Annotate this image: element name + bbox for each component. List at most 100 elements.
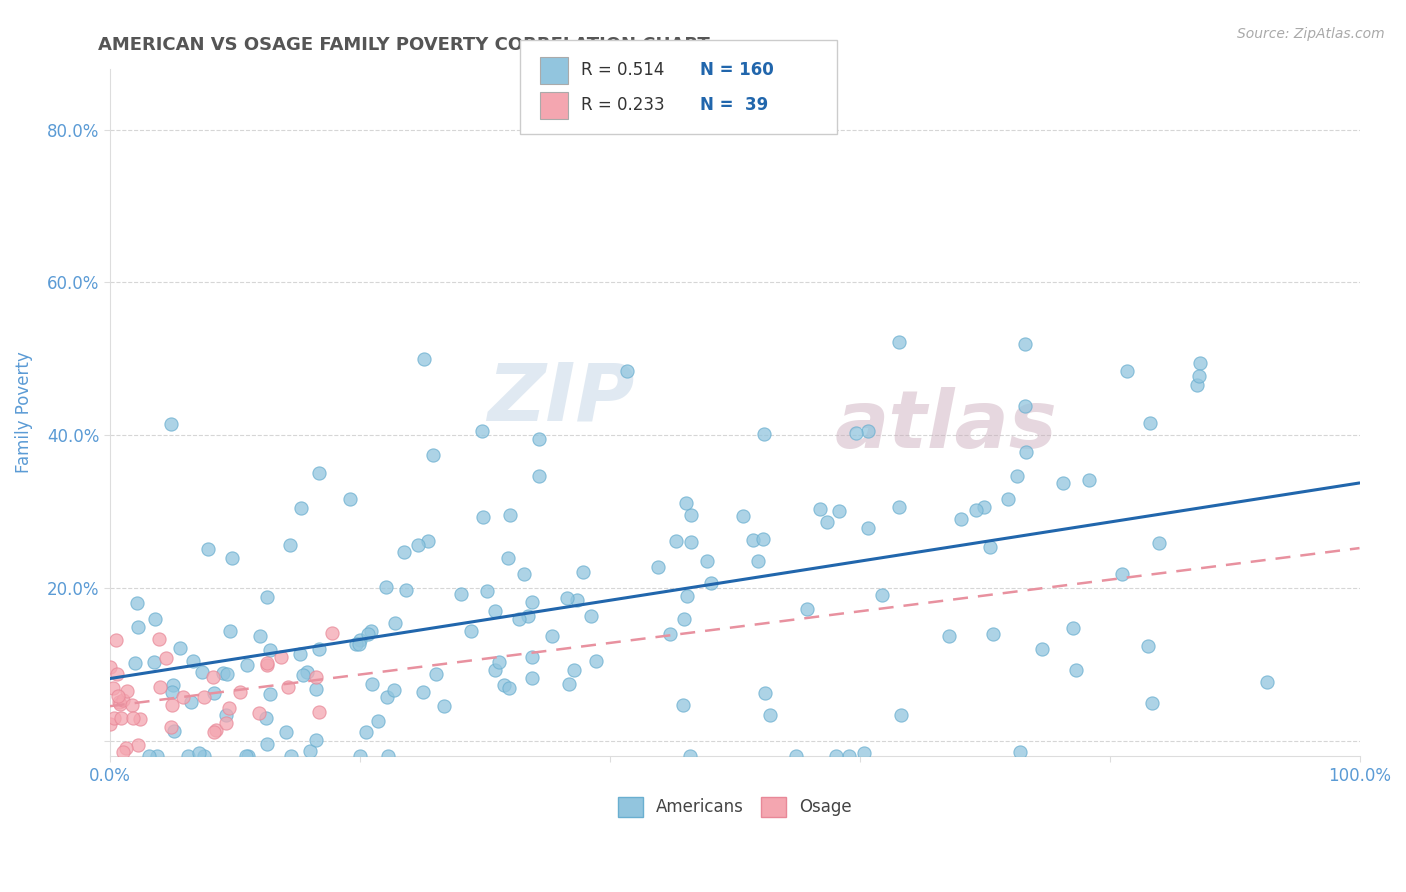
Point	[1014, 399, 1036, 413]
Point	[965, 503, 987, 517]
Point	[349, 632, 371, 647]
Point	[1031, 641, 1053, 656]
Point	[484, 604, 506, 618]
Point	[143, 612, 166, 626]
Point	[111, 745, 134, 759]
Point	[193, 749, 215, 764]
Point	[236, 658, 259, 673]
Point	[299, 744, 322, 758]
Point	[305, 670, 328, 684]
Point	[117, 684, 139, 698]
Point	[696, 554, 718, 568]
Point	[754, 427, 776, 442]
Point	[347, 637, 370, 651]
Text: ZIP: ZIP	[488, 359, 634, 438]
Point	[204, 723, 226, 738]
Point	[950, 512, 973, 526]
Point	[527, 468, 550, 483]
Point	[1185, 378, 1208, 392]
Point	[112, 693, 135, 707]
Text: N = 160: N = 160	[700, 62, 773, 79]
Point	[616, 364, 638, 378]
Point	[673, 612, 696, 626]
Point	[270, 650, 292, 665]
Point	[360, 677, 382, 691]
Point	[492, 678, 515, 692]
Text: atlas: atlas	[835, 387, 1057, 465]
Point	[212, 665, 235, 680]
Point	[169, 641, 191, 656]
Point	[890, 708, 912, 723]
Point	[1062, 621, 1084, 635]
Point	[197, 542, 219, 557]
Point	[308, 706, 330, 720]
Point	[377, 749, 399, 764]
Point	[810, 501, 832, 516]
Point	[138, 749, 160, 764]
Point	[290, 501, 312, 516]
Point	[108, 695, 131, 709]
Point	[219, 624, 242, 639]
Point	[128, 712, 150, 726]
Text: Source: ZipAtlas.com: Source: ZipAtlas.com	[1237, 27, 1385, 41]
Point	[1256, 675, 1278, 690]
Point	[520, 650, 543, 665]
Point	[856, 424, 879, 438]
Point	[700, 575, 723, 590]
Point	[160, 698, 183, 712]
Point	[229, 685, 252, 699]
Point	[308, 466, 330, 480]
Point	[1147, 536, 1170, 550]
Legend: Americans, Osage: Americans, Osage	[612, 790, 858, 823]
Point	[659, 627, 682, 641]
Point	[375, 690, 398, 704]
Point	[110, 711, 132, 725]
Point	[101, 681, 124, 696]
Point	[290, 647, 312, 661]
Point	[163, 724, 186, 739]
Point	[105, 632, 128, 647]
Point	[280, 749, 302, 764]
Point	[108, 697, 131, 711]
Point	[557, 591, 579, 605]
Point	[162, 678, 184, 692]
Text: R = 0.514: R = 0.514	[581, 62, 664, 79]
Point	[1139, 416, 1161, 430]
Point	[979, 540, 1001, 554]
Text: N =  39: N = 39	[700, 96, 769, 114]
Point	[384, 615, 406, 630]
Point	[522, 671, 544, 685]
Point	[259, 643, 281, 657]
Point	[513, 567, 536, 582]
Point	[1187, 369, 1209, 384]
Point	[416, 533, 439, 548]
Point	[472, 509, 495, 524]
Point	[759, 708, 782, 723]
Point	[488, 655, 510, 669]
Point	[1015, 444, 1038, 458]
Point	[856, 521, 879, 535]
Point	[527, 432, 550, 446]
Point	[413, 352, 436, 367]
Point	[254, 711, 277, 725]
Point	[367, 714, 389, 728]
Point	[1188, 356, 1211, 370]
Point	[202, 686, 225, 700]
Point	[142, 655, 165, 669]
Point	[256, 737, 278, 751]
Point	[471, 424, 494, 438]
Point	[498, 681, 520, 696]
Point	[295, 665, 318, 680]
Point	[354, 725, 377, 739]
Point	[277, 680, 299, 694]
Point	[344, 637, 367, 651]
Point	[817, 515, 839, 529]
Point	[870, 588, 893, 602]
Point	[103, 711, 125, 725]
Point	[188, 746, 211, 760]
Point	[121, 698, 143, 713]
Point	[733, 508, 755, 523]
Point	[938, 629, 960, 643]
Point	[981, 627, 1004, 641]
Point	[754, 686, 776, 700]
